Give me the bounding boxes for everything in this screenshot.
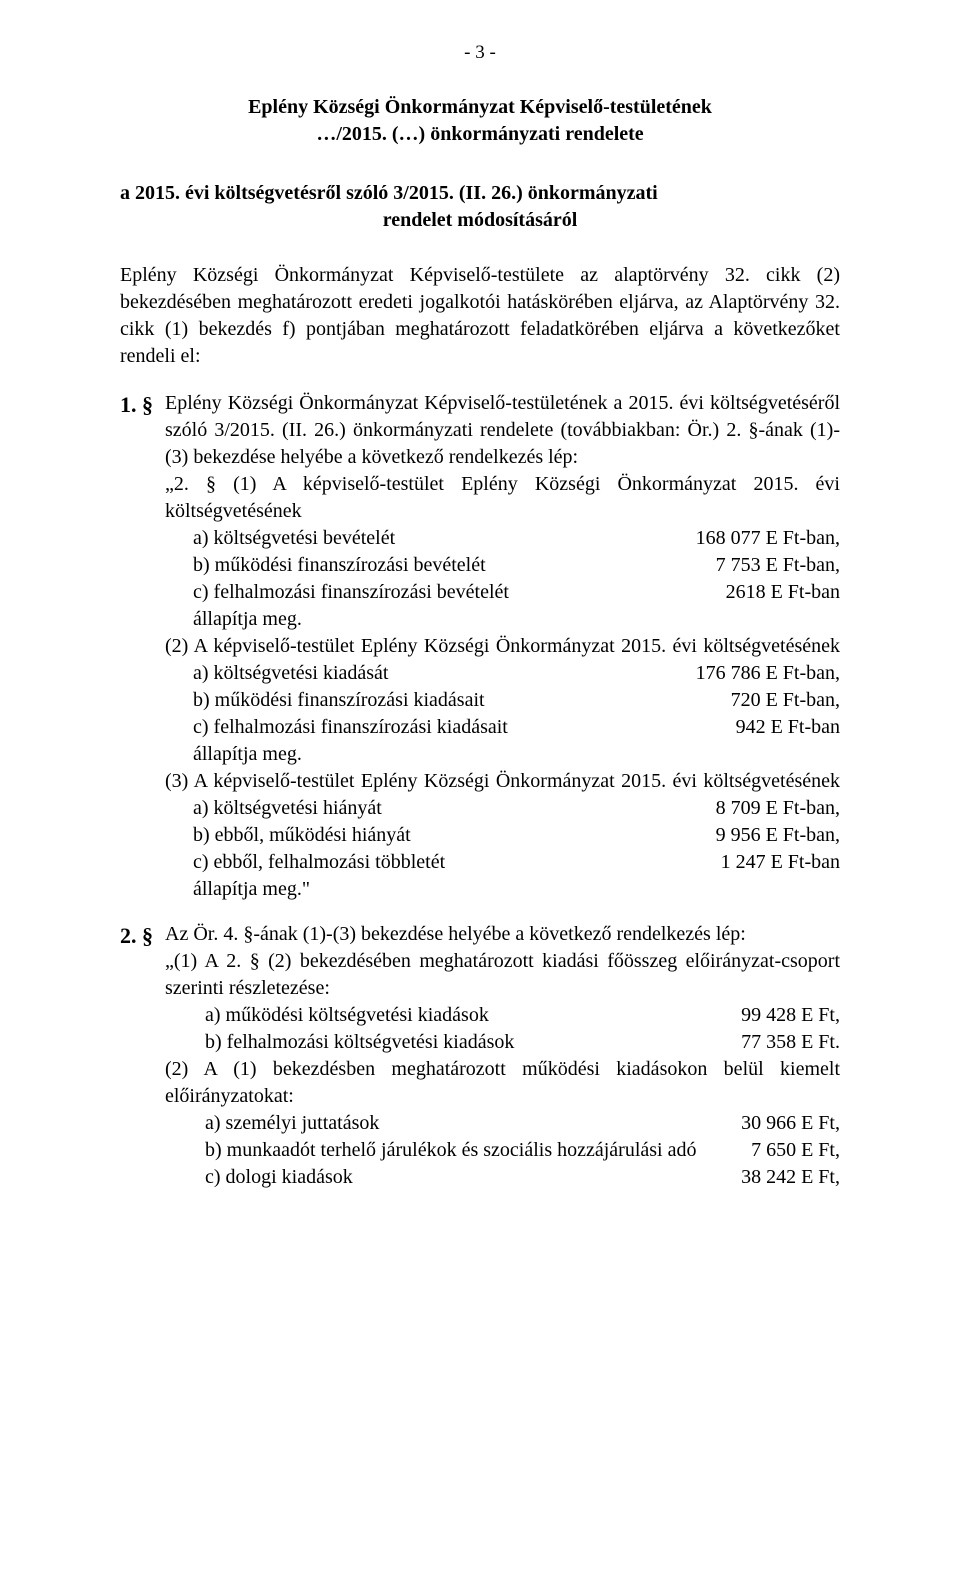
s1-p2-2-a: a) költségvetési kiadását 176 786 E Ft-b… xyxy=(165,660,840,687)
s2-p2-a-r: 30 966 E Ft, xyxy=(729,1110,840,1137)
s1-p2-b-r: 7 753 E Ft-ban, xyxy=(704,552,840,579)
s1-p2-a-r: 168 077 E Ft-ban, xyxy=(684,525,840,552)
s1-p2-3-c: c) ebből, felhalmozási többletét 1 247 E… xyxy=(165,849,840,876)
s1-p2-2-close: állapítja meg. xyxy=(165,741,840,768)
s1-p2-2-b-l: b) működési finanszírozási kiadásait xyxy=(193,687,485,714)
subtitle-center: rendelet módosításáról xyxy=(120,207,840,234)
s1-p2-3-a: a) költségvetési hiányát 8 709 E Ft-ban, xyxy=(165,795,840,822)
s1-p2-close: állapítja meg. xyxy=(165,606,840,633)
s1-p2-3-c-r: 1 247 E Ft-ban xyxy=(709,849,840,876)
s2-p2-c: c) dologi kiadások 38 242 E Ft, xyxy=(165,1164,840,1191)
s1-p2-2-c: c) felhalmozási finanszírozási kiadásait… xyxy=(165,714,840,741)
document-page: - 3 - Eplény Községi Önkormányzat Képvis… xyxy=(0,0,960,1269)
page-number: - 3 - xyxy=(120,40,840,66)
section-2-num: 2. § xyxy=(120,921,165,1191)
s2-p1-a: a) működési költségvetési kiadások 99 42… xyxy=(165,1002,840,1029)
s2-p1-a-l: a) működési költségvetési kiadások xyxy=(205,1002,489,1029)
s1-p2-a-l: a) költségvetési bevételét xyxy=(193,525,395,552)
s2-p1: „(1) A 2. § (2) bekezdésében meghatározo… xyxy=(165,948,840,1002)
s2-intro: Az Ör. 4. §-ának (1)-(3) bekezdése helyé… xyxy=(165,921,840,948)
preamble: Eplény Községi Önkormányzat Képviselő-te… xyxy=(120,262,840,370)
s1-p2-a: a) költségvetési bevételét 168 077 E Ft-… xyxy=(165,525,840,552)
s1-p2-2-b: b) működési finanszírozási kiadásait 720… xyxy=(165,687,840,714)
s2-p1-b: b) felhalmozási költségvetési kiadások 7… xyxy=(165,1029,840,1056)
s1-p2-header: „2. § (1) A képviselő-testület Eplény Kö… xyxy=(165,471,840,525)
s1-p2-2-a-r: 176 786 E Ft-ban, xyxy=(684,660,840,687)
s1-p2-c-l: c) felhalmozási finanszírozási bevételét xyxy=(193,579,509,606)
s1-p2-2-header: (2) A képviselő-testület Eplény Községi … xyxy=(165,633,840,660)
s1-p2-3-a-r: 8 709 E Ft-ban, xyxy=(704,795,840,822)
s2-p2-b-l: b) munkaadót terhelő járulékok és szociá… xyxy=(205,1137,696,1164)
s1-p2-c: c) felhalmozási finanszírozási bevételét… xyxy=(165,579,840,606)
s1-p2-b-l: b) működési finanszírozási bevételét xyxy=(193,552,486,579)
s1-p2-3-header: (3) A képviselő-testület Eplény Községi … xyxy=(165,768,840,795)
s1-p2-3-b-r: 9 956 E Ft-ban, xyxy=(704,822,840,849)
s1-p2-3-b: b) ebből, működési hiányát 9 956 E Ft-ba… xyxy=(165,822,840,849)
s1-intro: Eplény Községi Önkormányzat Képviselő-te… xyxy=(165,390,840,471)
s1-p2-3-b-l: b) ebből, működési hiányát xyxy=(193,822,411,849)
title-block: Eplény Községi Önkormányzat Képviselő-te… xyxy=(120,94,840,148)
s1-p2-c-r: 2618 E Ft-ban xyxy=(714,579,840,606)
s1-p2-3-a-l: a) költségvetési hiányát xyxy=(193,795,382,822)
s2-p2-b: b) munkaadót terhelő járulékok és szociá… xyxy=(165,1137,840,1164)
s2-p1-a-r: 99 428 E Ft, xyxy=(729,1002,840,1029)
s1-p2-3-c-l: c) ebből, felhalmozási többletét xyxy=(193,849,445,876)
subtitle-left: a 2015. évi költségvetésről szóló 3/2015… xyxy=(120,180,840,207)
subtitle-block: a 2015. évi költségvetésről szóló 3/2015… xyxy=(120,180,840,234)
section-1-num: 1. § xyxy=(120,390,165,903)
s2-p2-a-l: a) személyi juttatások xyxy=(205,1110,379,1137)
s1-p2-2-c-l: c) felhalmozási finanszírozási kiadásait xyxy=(193,714,508,741)
s2-p2-a: a) személyi juttatások 30 966 E Ft, xyxy=(165,1110,840,1137)
s2-p2: (2) A (1) bekezdésben meghatározott műkö… xyxy=(165,1056,840,1110)
title-line-2: …/2015. (…) önkormányzati rendelete xyxy=(120,121,840,148)
section-2: 2. § Az Ör. 4. §-ának (1)-(3) bekezdése … xyxy=(120,921,840,1191)
s1-p2-2-b-r: 720 E Ft-ban, xyxy=(719,687,840,714)
s2-p1-b-l: b) felhalmozási költségvetési kiadások xyxy=(205,1029,514,1056)
s2-p1-b-r: 77 358 E Ft. xyxy=(729,1029,840,1056)
s1-p2-2-c-r: 942 E Ft-ban xyxy=(724,714,840,741)
s2-p2-c-l: c) dologi kiadások xyxy=(205,1164,353,1191)
title-line-1: Eplény Községi Önkormányzat Képviselő-te… xyxy=(120,94,840,121)
section-1-body: Eplény Községi Önkormányzat Képviselő-te… xyxy=(165,390,840,903)
s2-p2-b-r: 7 650 E Ft, xyxy=(739,1137,840,1164)
section-2-body: Az Ör. 4. §-ának (1)-(3) bekezdése helyé… xyxy=(165,921,840,1191)
s1-p2-3-close: állapítja meg." xyxy=(165,876,840,903)
s1-p2-b: b) működési finanszírozási bevételét 7 7… xyxy=(165,552,840,579)
s2-p2-c-r: 38 242 E Ft, xyxy=(729,1164,840,1191)
s1-p2-2-a-l: a) költségvetési kiadását xyxy=(193,660,389,687)
section-1: 1. § Eplény Községi Önkormányzat Képvise… xyxy=(120,390,840,903)
